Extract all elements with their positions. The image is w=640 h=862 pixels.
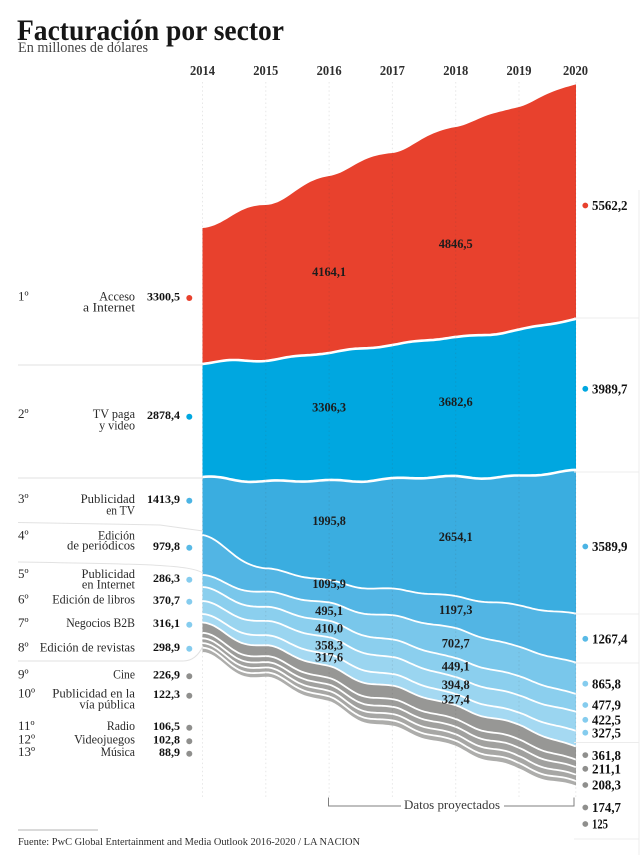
svg-text:361,8: 361,8 <box>592 749 621 764</box>
svg-text:1º: 1º <box>18 288 29 303</box>
svg-text:y video: y video <box>99 417 135 432</box>
svg-text:Publicidad en la: Publicidad en la <box>52 686 135 701</box>
svg-text:370,7: 370,7 <box>153 593 180 607</box>
svg-text:en Internet: en Internet <box>82 577 135 592</box>
svg-text:2019: 2019 <box>507 64 532 79</box>
svg-text:8º: 8º <box>18 640 29 655</box>
svg-text:Fuente: PwC Global Entertainme: Fuente: PwC Global Entertainment and Med… <box>18 837 360 848</box>
svg-text:4164,1: 4164,1 <box>312 265 346 279</box>
svg-text:208,3: 208,3 <box>592 779 621 794</box>
svg-text:5º: 5º <box>18 566 29 581</box>
svg-text:2020: 2020 <box>563 64 588 79</box>
svg-text:13º: 13º <box>18 744 35 759</box>
svg-text:Edición de revistas: Edición de revistas <box>40 640 135 655</box>
svg-text:2014: 2014 <box>190 64 215 79</box>
svg-text:125: 125 <box>592 818 608 833</box>
svg-text:2018: 2018 <box>443 64 468 79</box>
svg-text:2878,4: 2878,4 <box>147 408 180 422</box>
svg-text:394,8: 394,8 <box>442 678 470 692</box>
svg-text:Radio: Radio <box>107 718 135 733</box>
svg-text:9º: 9º <box>18 667 29 682</box>
svg-text:Música: Música <box>101 744 136 759</box>
svg-text:5562,2: 5562,2 <box>592 199 628 214</box>
svg-text:410,0: 410,0 <box>315 621 343 635</box>
svg-text:1413,9: 1413,9 <box>147 492 180 506</box>
svg-text:Datos proyectados: Datos proyectados <box>404 797 500 812</box>
svg-text:102,8: 102,8 <box>153 733 180 747</box>
svg-text:1197,3: 1197,3 <box>439 603 473 617</box>
svg-text:495,1: 495,1 <box>315 604 343 618</box>
svg-text:Cine: Cine <box>113 667 135 682</box>
svg-text:2017: 2017 <box>380 64 405 79</box>
svg-text:en TV: en TV <box>106 502 135 517</box>
svg-text:TV paga: TV paga <box>93 406 135 421</box>
svg-text:174,7: 174,7 <box>592 801 621 816</box>
svg-text:3989,7: 3989,7 <box>592 383 628 398</box>
svg-text:4º: 4º <box>18 527 29 542</box>
svg-text:865,8: 865,8 <box>592 677 621 692</box>
svg-text:Publicidad: Publicidad <box>82 566 136 581</box>
svg-text:979,8: 979,8 <box>153 539 180 553</box>
svg-text:4846,5: 4846,5 <box>439 237 473 251</box>
svg-text:vía pública: vía pública <box>79 696 135 711</box>
svg-text:317,6: 317,6 <box>315 651 344 665</box>
svg-text:106,5: 106,5 <box>153 719 180 733</box>
svg-text:122,3: 122,3 <box>153 687 180 701</box>
svg-text:316,1: 316,1 <box>153 616 180 630</box>
svg-text:Videojuegos: Videojuegos <box>74 732 135 747</box>
svg-text:En millones de dólares: En millones de dólares <box>18 40 148 56</box>
svg-text:3300,5: 3300,5 <box>147 289 180 303</box>
svg-text:2654,1: 2654,1 <box>439 530 473 544</box>
svg-text:Negocios B2B: Negocios B2B <box>66 615 135 630</box>
svg-text:422,5: 422,5 <box>592 714 621 729</box>
svg-text:a Internet: a Internet <box>83 300 135 315</box>
svg-text:7º: 7º <box>18 615 29 630</box>
svg-text:Publicidad: Publicidad <box>81 491 136 506</box>
svg-text:Edición: Edición <box>98 527 135 542</box>
svg-text:10º: 10º <box>18 686 35 701</box>
svg-text:3589,9: 3589,9 <box>592 540 628 555</box>
svg-text:3º: 3º <box>18 491 29 506</box>
svg-text:11º: 11º <box>18 718 35 733</box>
svg-text:286,3: 286,3 <box>153 571 180 585</box>
svg-text:Facturación por sector: Facturación por sector <box>17 14 284 47</box>
svg-text:477,9: 477,9 <box>592 699 621 714</box>
svg-text:702,7: 702,7 <box>442 637 471 651</box>
svg-text:1095,9: 1095,9 <box>312 577 346 591</box>
svg-text:6º: 6º <box>18 591 29 606</box>
svg-text:1267,4: 1267,4 <box>592 633 628 648</box>
svg-text:449,1: 449,1 <box>442 660 470 674</box>
svg-text:327,5: 327,5 <box>592 726 621 741</box>
svg-text:12º: 12º <box>18 732 35 747</box>
svg-text:88,9: 88,9 <box>159 745 180 759</box>
svg-text:Edición de libros: Edición de libros <box>52 591 135 606</box>
svg-text:de periódicos: de periódicos <box>67 538 135 553</box>
svg-text:226,9: 226,9 <box>153 668 180 682</box>
svg-text:3306,3: 3306,3 <box>312 400 346 414</box>
svg-text:2016: 2016 <box>317 64 342 79</box>
svg-text:2015: 2015 <box>253 64 278 79</box>
svg-text:3682,6: 3682,6 <box>439 395 474 409</box>
svg-text:Acceso: Acceso <box>99 288 135 303</box>
svg-text:211,1: 211,1 <box>592 763 621 778</box>
svg-text:2º: 2º <box>18 406 29 421</box>
svg-text:1995,8: 1995,8 <box>312 514 346 528</box>
svg-text:358,3: 358,3 <box>315 638 343 652</box>
svg-text:298,9: 298,9 <box>153 640 180 654</box>
svg-text:327,4: 327,4 <box>442 692 471 706</box>
